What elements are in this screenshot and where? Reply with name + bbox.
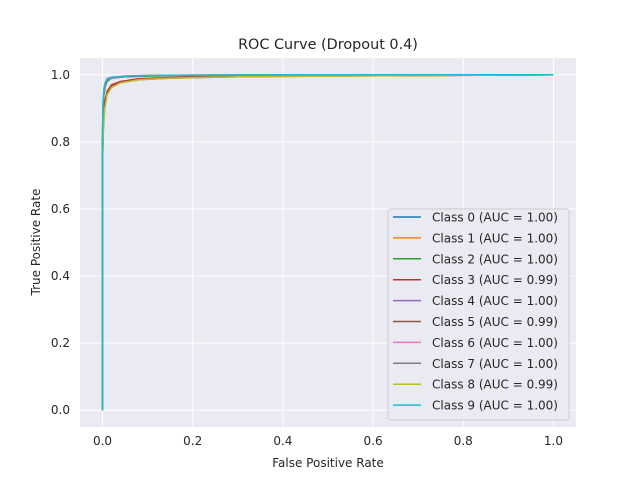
y-tick-label: 0.8 [51,135,70,149]
x-tick-label: 0.8 [454,434,473,448]
roc-curves [101,74,554,411]
roc-curve-class-8 [101,74,554,411]
x-tick-label: 0.0 [93,434,112,448]
legend-label: Class 8 (AUC = 0.99) [432,378,558,392]
chart-title: ROC Curve (Dropout 0.4) [238,37,418,53]
legend-box [387,208,570,421]
legend-label: Class 1 (AUC = 1.00) [432,231,558,245]
x-tick-label: 0.2 [183,434,202,448]
legend-label: Class 0 (AUC = 1.00) [432,211,558,225]
legend-label: Class 9 (AUC = 1.00) [432,399,558,413]
y-tick-label: 0.4 [51,269,70,283]
legend-label: Class 4 (AUC = 1.00) [432,294,558,308]
x-axis-label: False Positive Rate [272,456,384,470]
y-tick-label: 0.2 [51,336,70,350]
y-tick-label: 0.0 [51,403,70,417]
y-axis-label: True Positive Rate [29,189,43,297]
legend-label: Class 7 (AUC = 1.00) [432,357,558,371]
x-tick-labels: 0.0 0.2 0.4 0.6 0.8 1.0 [93,434,563,448]
legend: Class 0 (AUC = 1.00) Class 1 (AUC = 1.00)… [387,208,570,421]
legend-label: Class 6 (AUC = 1.00) [432,336,558,350]
roc-curve-class-9 [101,74,554,411]
legend-label: Class 3 (AUC = 0.99) [432,273,558,287]
x-tick-label: 0.6 [364,434,383,448]
legend-label: Class 5 (AUC = 0.99) [432,315,558,329]
legend-label: Class 2 (AUC = 1.00) [432,252,558,266]
y-tick-label: 0.6 [51,202,70,216]
x-tick-label: 0.4 [273,434,292,448]
y-tick-labels: 0.0 0.2 0.4 0.6 0.8 1.0 [51,68,70,417]
y-tick-label: 1.0 [51,68,70,82]
x-tick-label: 1.0 [544,434,563,448]
